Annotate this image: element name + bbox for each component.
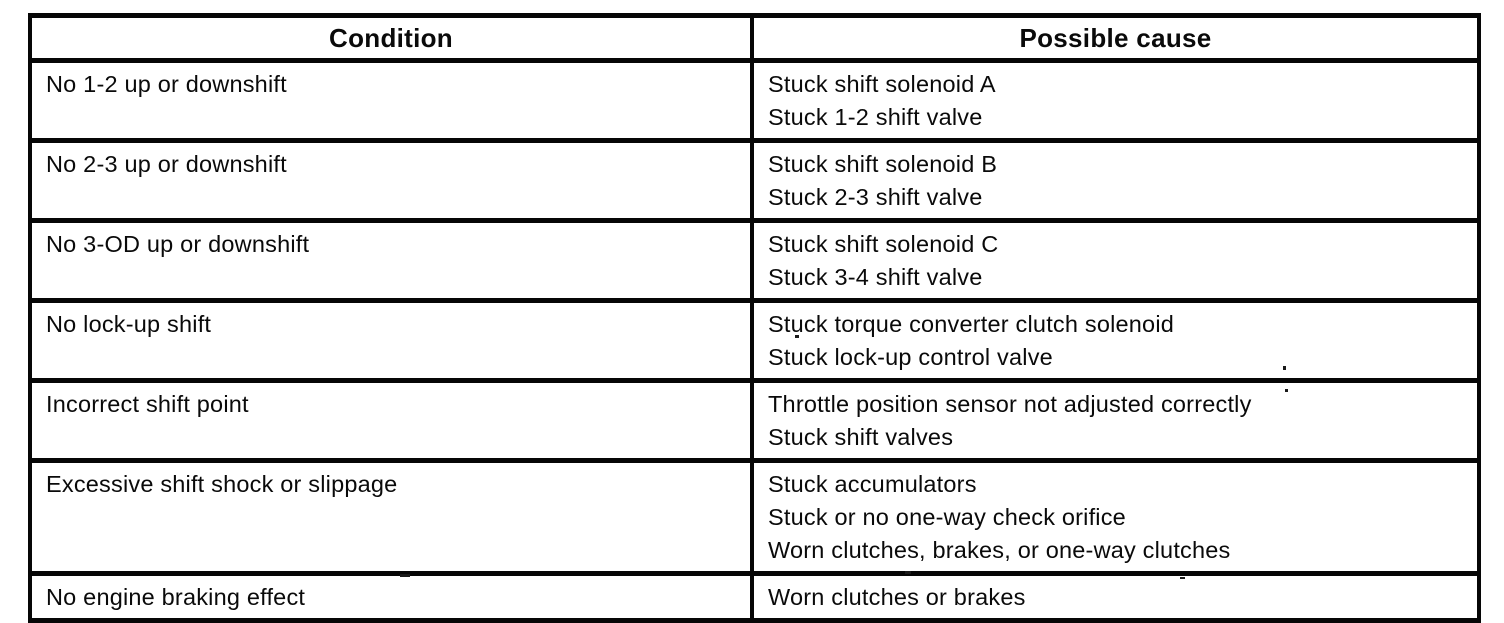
- possible-cause-cell: Stuck torque converter clutch solenoid St…: [750, 298, 1481, 383]
- table-row: Excessive shift shock or slippage Stuck a…: [28, 458, 1481, 576]
- condition-cell: No lock-up shift: [28, 298, 754, 383]
- table-row: No 3-OD up or downshift Stuck shift solen…: [28, 218, 1481, 303]
- possible-cause-cell: Stuck accumulators Stuck or no one-way ch…: [750, 458, 1481, 576]
- scan-noise-speck: [905, 571, 911, 574]
- condition-cell: No 1-2 up or downshift: [28, 58, 754, 143]
- cause-line: Stuck 2-3 shift valve: [768, 184, 983, 210]
- scan-noise-speck: [1180, 577, 1185, 579]
- condition-cell: Incorrect shift point: [28, 378, 754, 463]
- cause-line: Throttle position sensor not adjusted co…: [768, 391, 1252, 417]
- possible-cause-cell: Throttle position sensor not adjusted co…: [750, 378, 1481, 463]
- table-body: No 1-2 up or downshift Stuck shift soleno…: [28, 58, 1481, 623]
- scan-noise-speck: [1283, 366, 1286, 370]
- cause-line: Stuck 1-2 shift valve: [768, 104, 983, 130]
- table-row: No 2-3 up or downshift Stuck shift soleno…: [28, 138, 1481, 223]
- cause-line: Worn clutches or brakes: [768, 584, 1026, 610]
- scan-noise-speck: [400, 574, 410, 577]
- possible-cause-cell: Stuck shift solenoid C Stuck 3-4 shift va…: [750, 218, 1481, 303]
- cause-line: Stuck 3-4 shift valve: [768, 264, 983, 290]
- cause-line: Worn clutches, brakes, or one-way clutch…: [768, 537, 1231, 563]
- possible-cause-cell: Worn clutches or brakes: [750, 571, 1481, 623]
- possible-cause-column-header: Possible cause: [750, 13, 1481, 63]
- header-row: Condition Possible cause: [28, 13, 1481, 63]
- possible-cause-cell: Stuck shift solenoid A Stuck 1-2 shift va…: [750, 58, 1481, 143]
- table-row: Incorrect shift point Throttle position s…: [28, 378, 1481, 463]
- condition-cell: Excessive shift shock or slippage: [28, 458, 754, 576]
- scan-noise-speck: [795, 335, 799, 338]
- condition-cell: No engine braking effect: [28, 571, 754, 623]
- cause-line: Stuck accumulators: [768, 471, 977, 497]
- scanned-page: Condition Possible cause No 1-2 up or do…: [28, 13, 1481, 623]
- cause-line: Stuck shift valves: [768, 424, 954, 450]
- table-row: No engine braking effect Worn clutches or…: [28, 571, 1481, 623]
- cause-line: Stuck torque converter clutch solenoid: [768, 311, 1175, 337]
- cause-line: Stuck or no one-way check orifice: [768, 504, 1126, 530]
- cause-line: Stuck lock-up control valve: [768, 344, 1053, 370]
- condition-cell: No 2-3 up or downshift: [28, 138, 754, 223]
- table-row: No lock-up shift Stuck torque converter c…: [28, 298, 1481, 383]
- scan-noise-speck: [1285, 389, 1288, 392]
- condition-cell: No 3-OD up or downshift: [28, 218, 754, 303]
- condition-column-header: Condition: [28, 13, 754, 63]
- troubleshooting-table: Condition Possible cause No 1-2 up or do…: [28, 13, 1481, 623]
- cause-line: Stuck shift solenoid B: [768, 151, 998, 177]
- cause-line: Stuck shift solenoid A: [768, 71, 996, 97]
- cause-line: Stuck shift solenoid C: [768, 231, 999, 257]
- possible-cause-cell: Stuck shift solenoid B Stuck 2-3 shift va…: [750, 138, 1481, 223]
- table-row: No 1-2 up or downshift Stuck shift soleno…: [28, 58, 1481, 143]
